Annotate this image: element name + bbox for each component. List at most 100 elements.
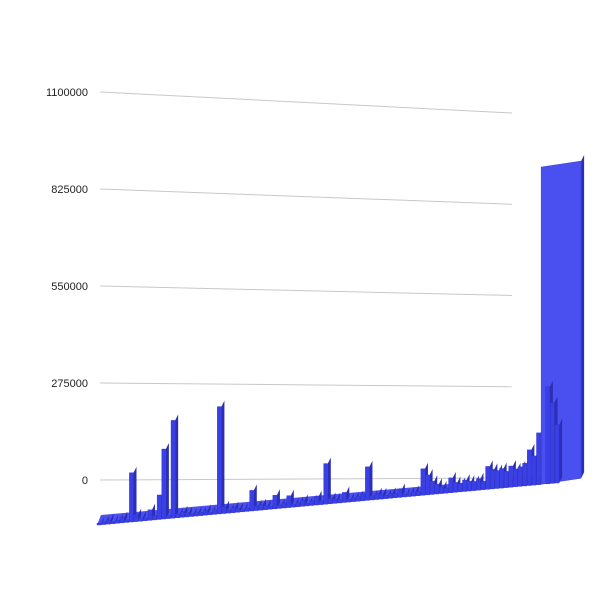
- bar-face: [490, 469, 495, 490]
- bar-side: [369, 460, 373, 501]
- bar-face: [180, 511, 185, 518]
- y-tick-label: 0: [82, 475, 88, 487]
- bar: [554, 418, 563, 484]
- bar-face: [388, 493, 393, 499]
- bar-face: [337, 499, 342, 504]
- bar-side: [175, 414, 179, 519]
- bar-face: [503, 471, 509, 488]
- bar-face: [207, 512, 213, 516]
- bar-face: [272, 494, 278, 510]
- bar-face: [161, 448, 167, 520]
- bar-face: [244, 507, 250, 512]
- bar-face: [383, 495, 389, 499]
- bar-face: [457, 483, 463, 493]
- bar-face: [235, 508, 241, 513]
- bar: [323, 457, 331, 505]
- bar-side: [221, 400, 225, 514]
- bar: [161, 443, 169, 520]
- bar-face: [138, 517, 143, 522]
- y-tick-label: 550000: [51, 281, 88, 293]
- bar-face: [156, 494, 162, 520]
- bar-side: [559, 418, 563, 483]
- bar-face: [258, 504, 264, 511]
- bar-face: [96, 523, 102, 526]
- bar-face: [152, 515, 157, 521]
- bar-face: [508, 465, 514, 488]
- bar-face: [355, 496, 361, 502]
- bar-face: [402, 493, 407, 498]
- bar-face: [471, 481, 477, 491]
- bar: [341, 486, 350, 503]
- bar-face: [300, 500, 305, 507]
- bar-face: [550, 402, 555, 484]
- bar-face: [263, 505, 268, 510]
- bar-face: [230, 507, 236, 513]
- gridline: [99, 91, 513, 114]
- bar-face: [480, 481, 486, 490]
- bar-face: [346, 498, 352, 503]
- bar-face: [536, 432, 541, 485]
- bar-face: [291, 503, 296, 508]
- bar-face: [166, 515, 171, 519]
- bar-face: [101, 521, 106, 525]
- bar-face: [133, 514, 139, 522]
- bar-face: [439, 486, 444, 494]
- bar-face: [221, 506, 227, 514]
- bar-face: [448, 477, 453, 493]
- bar-face: [341, 492, 347, 503]
- bar-face: [332, 498, 338, 504]
- bar-side: [253, 484, 257, 511]
- bar-face: [527, 449, 532, 486]
- bar-face: [217, 406, 222, 515]
- bar-face: [295, 502, 301, 507]
- bar-face: [420, 468, 426, 496]
- bar-face: [494, 470, 500, 489]
- bar-face: [254, 505, 259, 511]
- bar-face: [406, 492, 412, 497]
- bar-face: [286, 495, 291, 508]
- bar-face: [249, 490, 254, 512]
- bar-face: [281, 502, 287, 509]
- bar-face: [110, 521, 116, 524]
- bar: [129, 466, 137, 523]
- bar-face: [106, 519, 111, 525]
- bar-face: [277, 504, 282, 509]
- bar-face: [267, 506, 273, 510]
- bar-face: [360, 493, 366, 502]
- bar-face: [429, 480, 435, 495]
- bar-face: [318, 500, 324, 505]
- bar-face: [397, 489, 403, 498]
- gridline: [99, 285, 513, 296]
- bar-face: [379, 493, 384, 500]
- bar-face: [522, 463, 527, 487]
- bar: [272, 489, 280, 510]
- bar-face: [328, 498, 333, 504]
- bar-face: [129, 472, 134, 523]
- bar-face: [175, 513, 180, 518]
- bar-face: [416, 491, 421, 496]
- bar-face: [193, 512, 199, 517]
- y-tick-label: 275000: [51, 378, 88, 390]
- bar-face: [147, 509, 153, 521]
- bar: [217, 400, 225, 515]
- bar-face: [425, 474, 430, 496]
- bar-face: [545, 386, 551, 485]
- bar: [365, 460, 373, 501]
- bar-face: [314, 496, 319, 506]
- bar-side: [276, 489, 280, 509]
- bar-face: [554, 424, 560, 484]
- bar-side: [581, 155, 585, 479]
- bar-side: [133, 466, 137, 523]
- bar-side: [327, 457, 331, 505]
- bar-face: [184, 512, 190, 518]
- bar: [374, 487, 382, 500]
- bar-face: [203, 510, 208, 516]
- bar-face: [124, 519, 130, 523]
- y-tick-label: 825000: [51, 184, 88, 196]
- bar-face: [115, 519, 120, 524]
- bar-face: [453, 482, 458, 493]
- bar-face: [119, 517, 125, 524]
- bar-side: [165, 443, 169, 520]
- bar-face: [323, 463, 329, 505]
- bar-face: [198, 512, 204, 516]
